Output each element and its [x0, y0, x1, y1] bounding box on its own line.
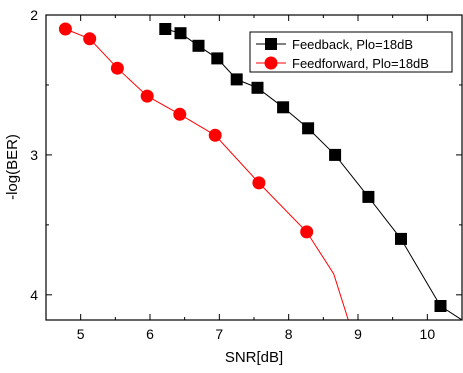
x-tick-label: 8 [285, 326, 293, 342]
x-tick-label: 10 [420, 326, 436, 342]
y-tick-label: 3 [30, 147, 38, 163]
x-tick-label: 6 [146, 326, 154, 342]
series-0-point-7 [302, 122, 315, 135]
series-line-1 [65, 28, 349, 320]
legend-box [249, 31, 453, 73]
series-0-point-10 [395, 232, 407, 245]
x-tick-label: 5 [77, 326, 85, 342]
series-0-point-1 [174, 27, 187, 40]
series-1-point-6 [252, 176, 266, 190]
series-0-point-11 [434, 300, 447, 312]
legend-marker-feedback [265, 38, 277, 50]
x-tick-label: 7 [215, 326, 223, 342]
x-tick-label: 9 [354, 326, 362, 342]
series-0-point-2 [192, 39, 205, 52]
series-1-point-1 [83, 32, 97, 46]
y-tick-label: 2 [30, 7, 38, 23]
legend-marker-feedforward [264, 56, 278, 70]
series-0-point-9 [362, 190, 375, 203]
series-1-point-3 [140, 89, 154, 103]
legend-label-feedback: Feedback, Plo=18dB [292, 37, 413, 52]
series-0-point-3 [211, 52, 224, 65]
series-0-point-8 [329, 148, 342, 161]
series-1-point-5 [208, 128, 222, 142]
series-1-point-2 [110, 61, 124, 75]
y-tick-label: 4 [30, 287, 38, 303]
y-axis-label: -log(BER) [4, 134, 21, 200]
series-0-point-4 [230, 73, 243, 86]
legend-label-feedforward: Feedforward, Plo=18dB [292, 56, 429, 71]
x-axis-label: SNR[dB] [225, 349, 283, 366]
series-0-point-0 [159, 23, 172, 35]
legend: Feedback, Plo=18dB Feedforward, Plo=18dB [249, 31, 453, 73]
series-1-point-7 [300, 225, 314, 239]
series-1-point-0 [58, 22, 72, 36]
series-0-point-6 [277, 101, 290, 114]
series-0-point-5 [251, 81, 264, 94]
series-1-point-4 [173, 107, 187, 121]
